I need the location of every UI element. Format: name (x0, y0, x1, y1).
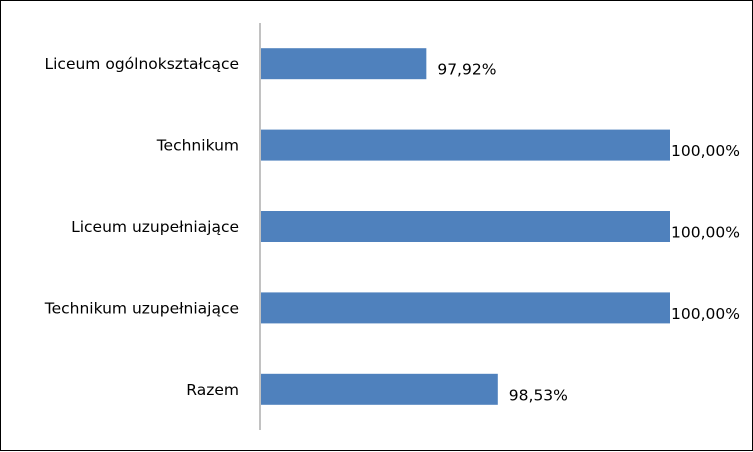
category-label-2: Liceum uzupełniające (71, 218, 239, 236)
bar-4 (261, 373, 498, 405)
data-label-3: 100,00% (671, 305, 740, 323)
data-label-4: 98,53% (509, 386, 568, 404)
category-labels-group: Liceum ogólnokształcące Technikum Liceum u… (44, 55, 239, 399)
data-label-2: 100,00% (671, 224, 740, 242)
data-label-1: 100,00% (671, 142, 740, 160)
bar-3 (261, 292, 670, 324)
bar-1 (261, 129, 670, 161)
bar-2 (261, 211, 670, 242)
bars-group (261, 48, 670, 405)
category-label-4: Razem (186, 381, 239, 399)
bar-0 (261, 48, 427, 80)
category-label-3: Technikum uzupełniające (44, 299, 239, 317)
data-label-0: 97,92% (437, 61, 496, 79)
category-label-1: Technikum (156, 137, 239, 155)
category-label-0: Liceum ogólnokształcące (44, 55, 239, 73)
data-labels-group: 97,92% 100,00% 100,00% 100,00% 98,53% (437, 61, 740, 405)
